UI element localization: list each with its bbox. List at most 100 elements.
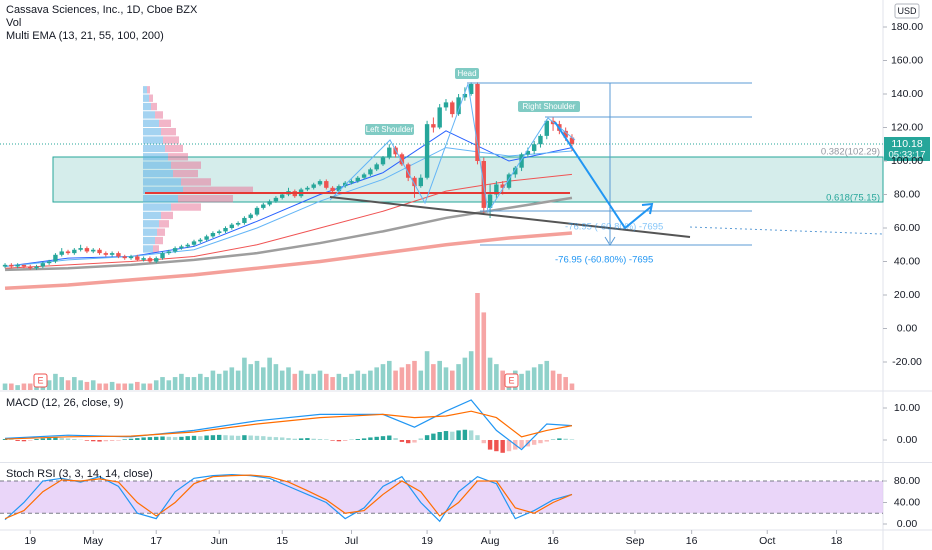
currency[interactable]: USD <box>897 6 917 16</box>
x-tick-label: 15 <box>276 535 288 547</box>
candle-body <box>563 130 568 138</box>
macd-histogram <box>468 430 474 440</box>
x-tick-label: 17 <box>150 535 162 547</box>
candle-body <box>569 137 575 144</box>
volume-bar <box>135 381 140 390</box>
earnings-badge[interactable] <box>504 373 519 388</box>
profile-up <box>143 136 163 144</box>
profile-down <box>178 194 233 203</box>
macd-histogram <box>305 438 310 440</box>
profile-down <box>157 228 165 236</box>
candle-body <box>84 248 90 252</box>
candle-body <box>531 144 537 151</box>
chart-title: Cassava Sciences, Inc., 1D, Cboe BZX <box>6 4 198 16</box>
macd-histogram <box>368 437 373 440</box>
macd-histogram <box>399 440 405 442</box>
profile-up <box>143 228 157 236</box>
macd-histogram <box>506 440 512 452</box>
profile-down <box>155 236 163 245</box>
macd-histogram <box>437 432 442 440</box>
candle-body <box>179 246 184 249</box>
candle-body <box>374 164 379 170</box>
volume-bar <box>468 351 474 390</box>
macd-histogram <box>405 440 411 444</box>
macd-histogram <box>431 433 436 440</box>
earnings-label[interactable]: E <box>37 375 43 385</box>
volume-bar <box>21 383 27 390</box>
profile-down <box>165 144 183 153</box>
volume-bar <box>235 370 241 390</box>
volume-bar <box>437 360 442 390</box>
macd-histogram <box>154 436 159 440</box>
volume-bar <box>412 360 417 390</box>
macd-histogram <box>9 439 14 440</box>
volume-bar <box>185 377 191 390</box>
volume-bar <box>267 357 272 390</box>
macd-legend: MACD (12, 26, close, 9) <box>6 397 123 409</box>
volume-bar <box>374 367 379 390</box>
volume-bar <box>563 377 568 390</box>
volume-bar <box>216 373 222 390</box>
candle-body <box>34 266 39 269</box>
profile-up <box>143 153 168 161</box>
macd-histogram <box>84 440 90 441</box>
candle-body <box>349 181 354 183</box>
volume-bar <box>557 373 562 390</box>
volume-bar <box>147 383 153 390</box>
macd-histogram <box>135 438 140 440</box>
candle-body <box>468 83 474 94</box>
candle-body <box>330 187 335 192</box>
volume-bar <box>210 370 216 390</box>
volume-bar <box>380 364 386 390</box>
stoch-line <box>4 473 573 523</box>
volume-bar <box>179 373 184 390</box>
macd-histogram <box>538 440 543 444</box>
profile-up <box>143 94 149 102</box>
macd-histogram <box>412 440 417 443</box>
label-box <box>365 124 414 135</box>
last-price: 110.18 <box>891 138 922 150</box>
earnings-label[interactable]: E <box>508 375 514 385</box>
stoch-legend: Stoch RSI (3, 3, 14, 14, close) <box>6 468 153 480</box>
candle-body <box>494 184 499 195</box>
candle-body <box>254 207 260 215</box>
macd-histogram <box>198 436 203 440</box>
profile-down <box>159 119 171 127</box>
macd-histogram <box>456 430 461 440</box>
macd-histogram <box>324 439 329 440</box>
macd-histogram <box>544 440 549 442</box>
volume-bar <box>431 364 436 390</box>
macd-histogram <box>292 438 298 440</box>
profile-up <box>143 111 155 119</box>
macd-histogram <box>210 435 216 440</box>
candle-body <box>65 251 71 254</box>
volume-bar <box>336 373 342 390</box>
candle-body <box>2 264 8 267</box>
macd-histogram <box>519 440 524 448</box>
macd-histogram <box>557 438 562 440</box>
earnings-badge[interactable] <box>33 373 48 388</box>
candle-body <box>160 253 165 259</box>
macd-histogram <box>393 438 398 440</box>
macd-histogram <box>380 436 386 440</box>
macd-histogram <box>235 435 241 440</box>
candle-body <box>311 184 316 188</box>
candle-body <box>506 174 512 188</box>
profile-down <box>163 136 179 144</box>
volume-bar <box>166 380 172 390</box>
volume-bar <box>405 364 411 390</box>
volume-bar <box>393 370 398 390</box>
candle-body <box>519 154 524 168</box>
candle-body <box>336 186 342 192</box>
profile-down <box>153 245 159 253</box>
volume-bar <box>78 380 83 390</box>
x-tick-label: Oct <box>759 535 775 547</box>
profile-down <box>151 102 157 111</box>
candle-body <box>462 93 468 98</box>
volume-bar <box>59 377 65 390</box>
macd-histogram <box>15 440 20 441</box>
candle-body <box>355 177 360 182</box>
currency-box[interactable] <box>894 3 920 19</box>
y-tick-label: 0.00 <box>897 518 918 530</box>
profile-up <box>143 186 183 194</box>
